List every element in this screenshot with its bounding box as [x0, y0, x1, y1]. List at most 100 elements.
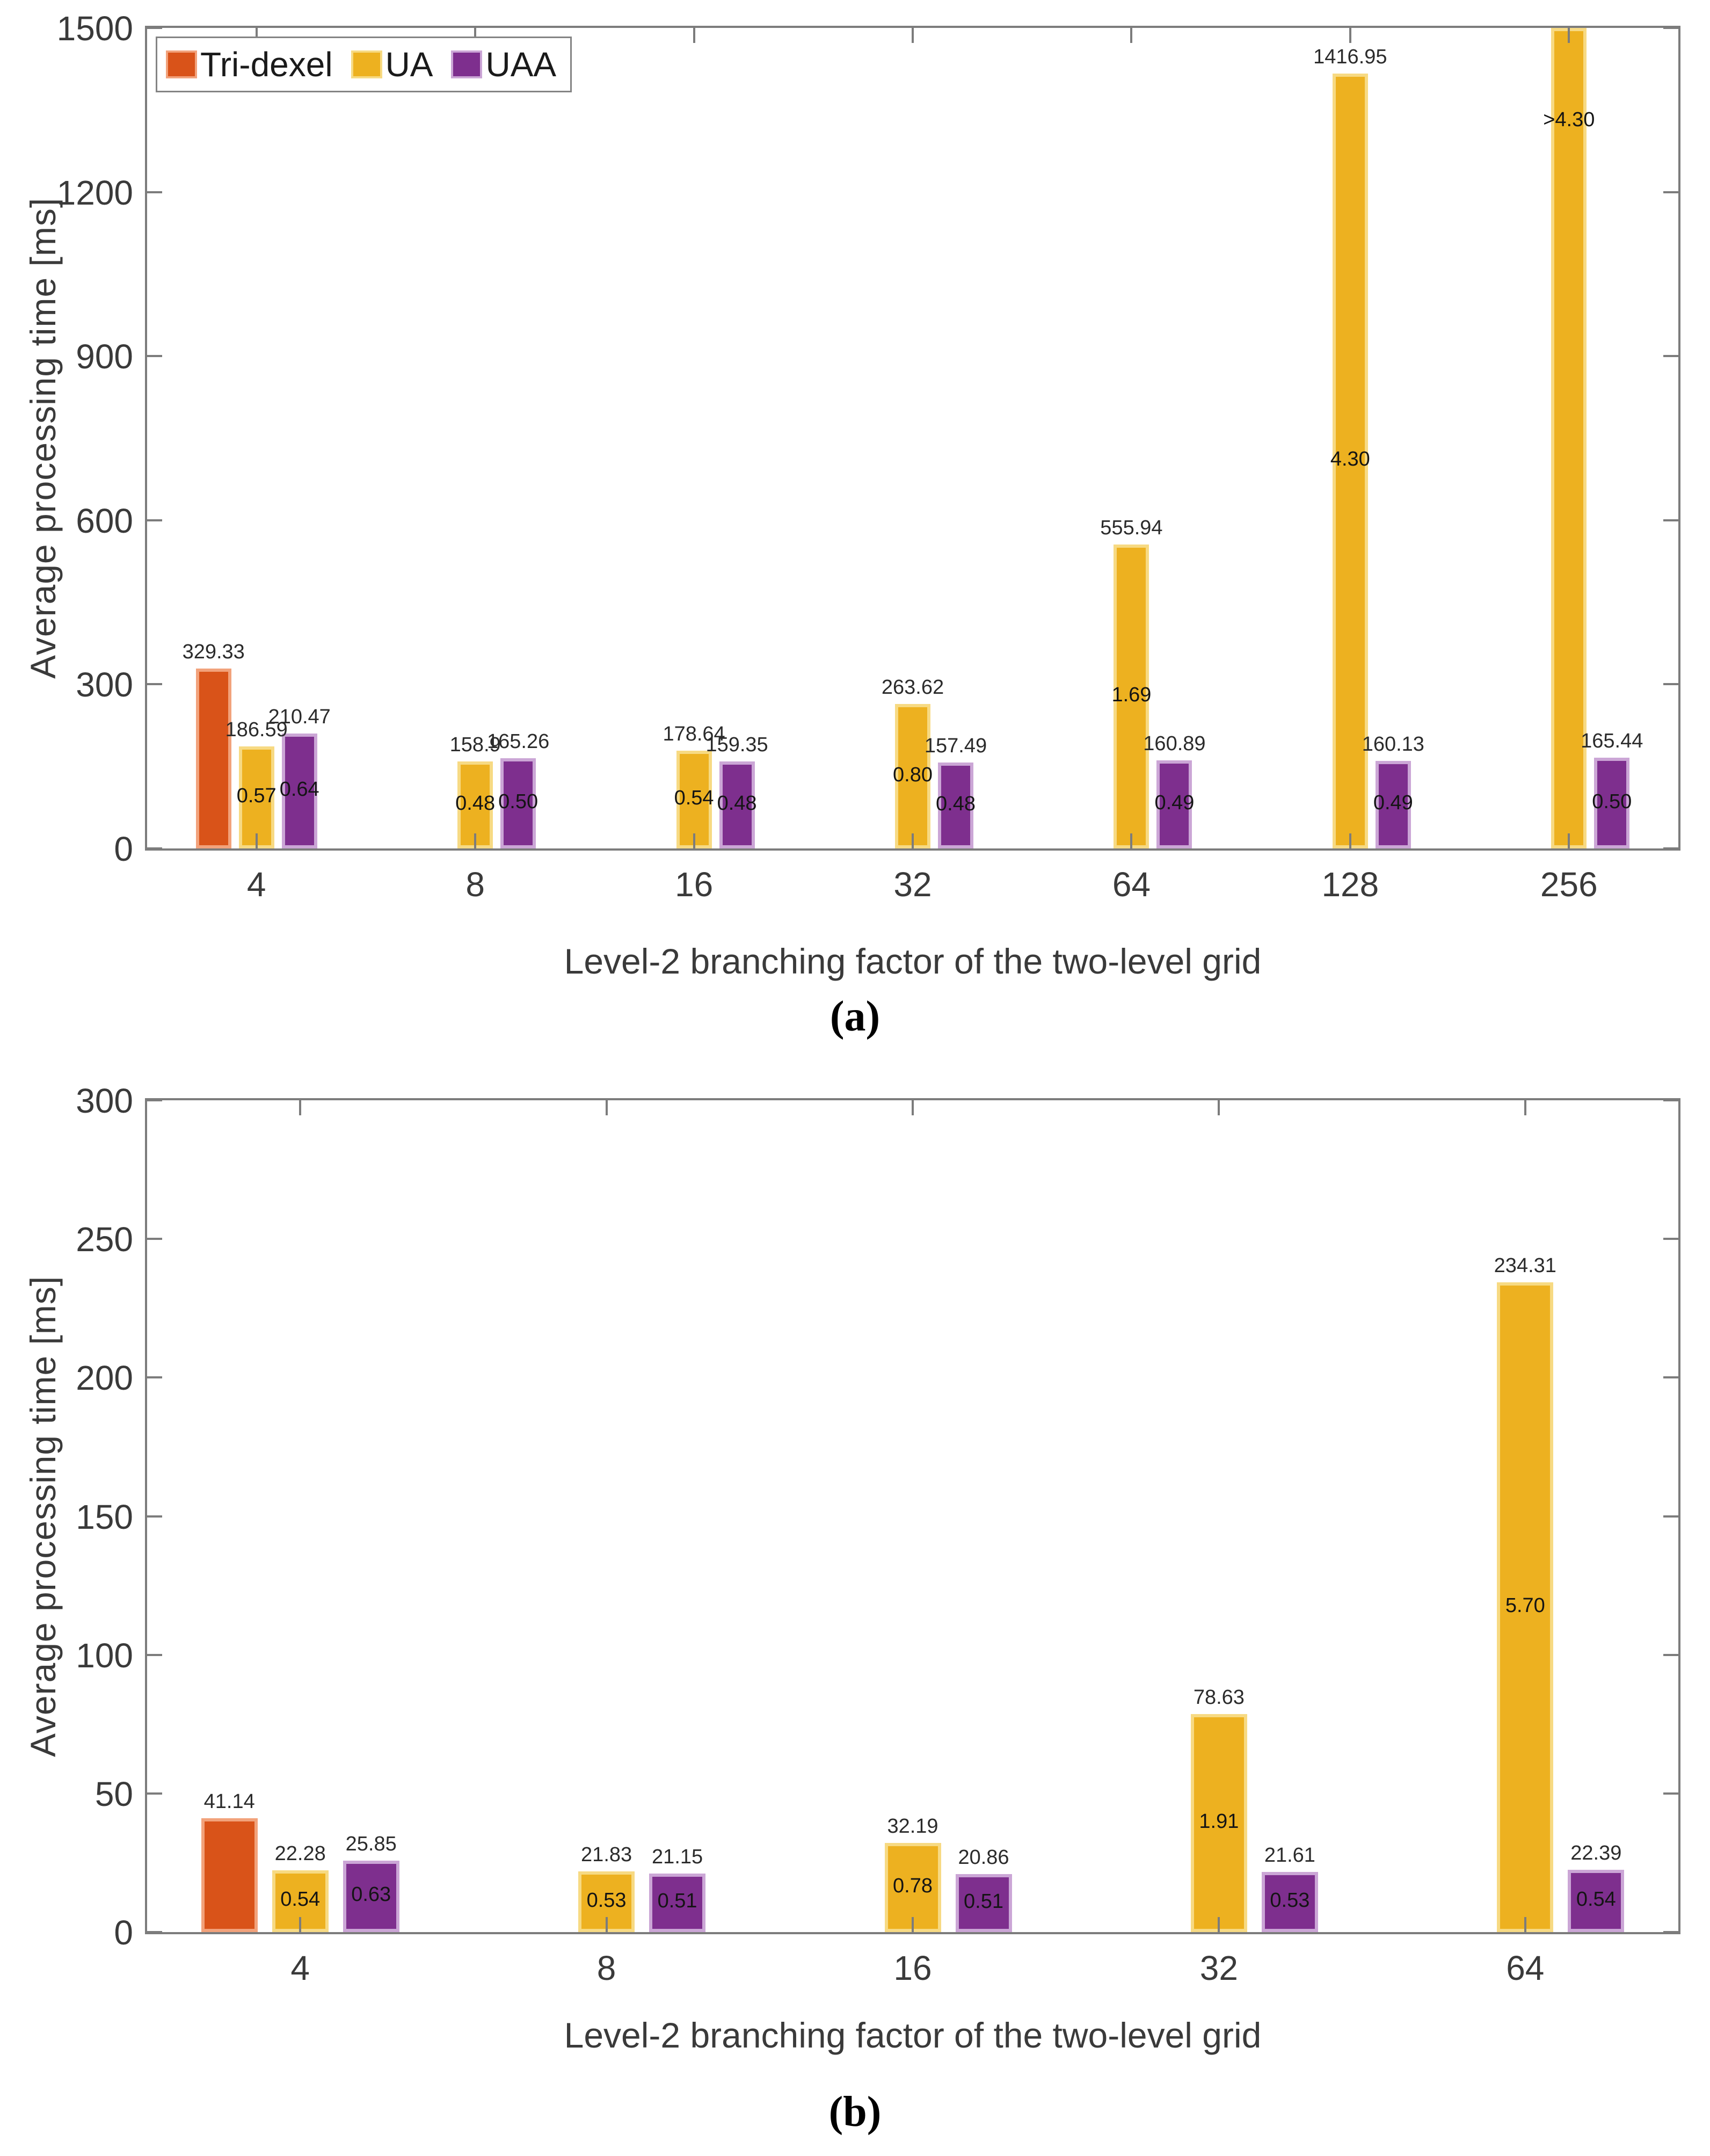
bar-speedup-label: 5.70 — [1505, 1594, 1545, 1617]
bar-tridexel-4 — [195, 668, 231, 848]
y-tick-mark — [147, 1238, 162, 1240]
bar-uaa-4 — [281, 733, 317, 848]
bar-uaa-16 — [955, 1874, 1012, 1932]
bar-value-label: 41.14 — [203, 1790, 255, 1813]
x-tick-label: 256 — [1540, 865, 1598, 904]
y-tick-mark — [147, 1653, 162, 1656]
bar-value-label: 157.49 — [924, 734, 987, 757]
x-tick-label: 4 — [246, 865, 266, 904]
bar-speedup-label: 0.48 — [455, 792, 496, 815]
plot-area-b: 0 50 100 150 200 250 300 4 8 16 32 64 41.14 22.28 0.54… — [76, 1081, 1680, 1987]
y-axis-label-a: Average processing time [ms] — [23, 197, 63, 679]
bar-speedup-label: 0.53 — [586, 1889, 627, 1912]
bar-uaa-8 — [649, 1873, 706, 1932]
bar-value-label: 20.86 — [958, 1846, 1009, 1869]
subfigure-caption-b: (b) — [828, 2088, 882, 2136]
bar-speedup-label: 0.50 — [1592, 790, 1632, 813]
y-tick-mark-right — [1663, 847, 1678, 850]
y-tick-label: 300 — [76, 665, 133, 705]
x-tick-mark — [912, 833, 914, 848]
bar-uaa-256 — [1594, 758, 1630, 848]
bar-speedup-label: 0.54 — [1576, 1888, 1616, 1911]
legend-swatch-ua-icon — [351, 50, 382, 78]
bar-uaa-32 — [1261, 1872, 1318, 1932]
x-tick-mark — [605, 1917, 608, 1932]
x-tick-label: 64 — [1506, 1949, 1545, 1987]
legend-label-uaa: UAA — [485, 45, 557, 84]
y-tick-mark — [147, 1376, 162, 1379]
bar-speedup-label: 0.53 — [1270, 1889, 1310, 1912]
bar-uaa-16 — [719, 761, 755, 848]
bar-value-label: 329.33 — [182, 640, 245, 663]
legend-label-ua: UA — [385, 45, 433, 84]
bar-value-label: 25.85 — [345, 1832, 397, 1855]
y-tick-mark-right — [1663, 1099, 1678, 1101]
x-tick-mark — [474, 833, 477, 848]
y-tick-mark-right — [1663, 1515, 1678, 1518]
bar-value-label: 234.31 — [1494, 1254, 1556, 1277]
x-tick-label: 64 — [1112, 865, 1151, 904]
y-tick-mark-right — [1663, 519, 1678, 521]
y-tick-mark-right — [1663, 1792, 1678, 1795]
bar-speedup-label: 0.57 — [236, 784, 276, 807]
bar-speedup-label: 0.54 — [280, 1888, 321, 1911]
bar-speedup-label: 0.64 — [279, 778, 319, 801]
legend-swatch-tridexel-icon — [166, 50, 197, 78]
bar-value-label: 165.44 — [1581, 730, 1643, 753]
bar-uaa-128 — [1375, 760, 1411, 848]
bar-value-label: 32.19 — [887, 1814, 938, 1838]
x-tick-mark — [1349, 833, 1351, 848]
bar-ua-64 — [1497, 1282, 1554, 1932]
bar-speedup-label: 0.54 — [674, 787, 714, 809]
y-tick-label: 900 — [76, 337, 133, 376]
bar-value-label: 165.26 — [487, 730, 550, 753]
x-tick-mark-top — [912, 28, 914, 43]
bar-ua-16 — [676, 751, 712, 848]
x-tick-mark-top — [1349, 28, 1351, 43]
x-tick-mark-top — [474, 28, 477, 43]
bar-value-label: 160.13 — [1362, 732, 1424, 756]
bar-speedup-label: 1.91 — [1199, 1810, 1239, 1833]
x-tick-mark — [1524, 1917, 1526, 1932]
bar-value-label: 263.62 — [881, 676, 944, 699]
y-tick-mark-right — [1663, 1376, 1678, 1379]
bar-ua-32 — [895, 704, 930, 848]
x-tick-mark — [1130, 833, 1133, 848]
y-tick-mark-right — [1663, 1238, 1678, 1240]
bar-tridexel-4 — [201, 1818, 258, 1932]
bar-value-label: 22.28 — [274, 1842, 326, 1865]
y-tick-mark — [147, 355, 162, 358]
x-tick-mark-top — [1130, 28, 1133, 43]
plot-area-a: Tri-dexel UA UAA 0 300 600 900 1200 1500 4 8 16 3… — [57, 9, 1680, 904]
x-tick-mark-top — [1218, 1100, 1220, 1115]
bar-value-label: 78.63 — [1193, 1686, 1245, 1709]
y-tick-label: 300 — [76, 1081, 133, 1120]
x-tick-mark — [693, 833, 695, 848]
bar-value-label: 178.64 — [663, 723, 725, 746]
y-tick-label: 1500 — [56, 9, 133, 48]
y-tick-mark-right — [1663, 1931, 1678, 1933]
y-tick-mark-right — [1663, 191, 1678, 193]
x-tick-label: 16 — [674, 865, 714, 904]
bar-speedup-label: >4.30 — [1543, 108, 1595, 131]
bar-uaa-64 — [1568, 1870, 1625, 1932]
bar-value-label: 21.83 — [581, 1843, 632, 1867]
legend-swatch-uaa-icon — [451, 50, 483, 78]
y-tick-label: 0 — [114, 830, 133, 868]
subfigure-caption-a: (a) — [829, 993, 881, 1040]
bar-uaa-4 — [343, 1860, 399, 1932]
y-tick-mark — [147, 27, 162, 29]
bar-speedup-label: 4.30 — [1330, 448, 1370, 471]
x-tick-mark-top — [255, 28, 258, 43]
bar-speedup-label: 0.48 — [936, 792, 976, 815]
bar-value-label: 158.9 — [449, 734, 501, 757]
legend: Tri-dexel UA UAA — [156, 37, 572, 92]
x-tick-mark — [299, 1917, 302, 1932]
y-tick-mark-right — [1663, 355, 1678, 358]
bar-ua-128 — [1332, 73, 1368, 848]
bar-value-label: 21.61 — [1264, 1844, 1315, 1867]
bar-speedup-label: 0.63 — [351, 1883, 391, 1906]
y-tick-label: 50 — [94, 1774, 133, 1813]
x-tick-label: 8 — [465, 865, 485, 904]
